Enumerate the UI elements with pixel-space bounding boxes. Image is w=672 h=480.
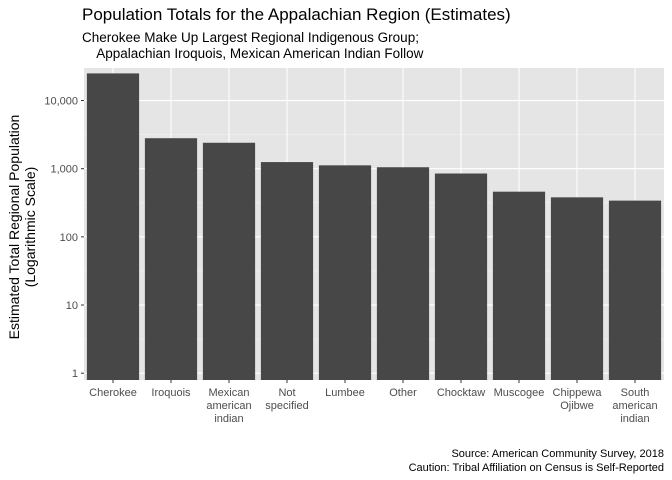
bar	[318, 165, 372, 380]
bar	[376, 167, 430, 380]
bar	[144, 138, 198, 380]
y-tick-label: 1,000	[50, 164, 78, 176]
y-tick-label: 1	[72, 368, 78, 380]
bar	[608, 200, 662, 380]
bar	[550, 197, 604, 380]
x-tick-label: Chocktaw	[437, 387, 485, 399]
x-axis: Cherokee Iroquois Mexican american indian Not…	[89, 380, 658, 425]
y-axis-title: Estimated Total Regional Population(Loga…	[6, 115, 38, 340]
bar	[202, 142, 256, 380]
chart-title: Population Totals for the Appalachian Re…	[82, 5, 511, 24]
chart-caption: Source: American Community Survey, 2018 …	[409, 447, 664, 475]
caption-caution: Caution: Tribal Affiliation on Census is…	[408, 462, 664, 474]
x-tick-label: Lumbee	[325, 387, 365, 399]
caption-source: Source: American Community Survey, 2018	[451, 448, 664, 460]
x-tick-label: Iroquois	[151, 387, 191, 399]
bar	[434, 173, 488, 380]
x-tick-label: Not specified	[265, 387, 308, 412]
x-tick-label: Chippewa Ojibwe	[553, 387, 603, 412]
bar	[86, 73, 140, 380]
x-tick-label: Muscogee	[494, 387, 545, 399]
y-tick-label: 10,000	[44, 96, 78, 108]
y-tick-label: 10	[66, 300, 78, 312]
x-tick-label: Other	[389, 387, 417, 399]
y-tick-label: 100	[60, 232, 78, 244]
x-tick-label: Mexican american indian	[206, 387, 251, 425]
y-axis: 1 10 100 1,000 10,000	[44, 96, 84, 380]
x-tick-label: Cherokee	[89, 387, 137, 399]
bar	[492, 191, 546, 380]
bars	[86, 73, 662, 380]
chart-subtitle: Cherokee Make Up Largest Regional Indige…	[82, 30, 424, 61]
x-tick-label: South american indian	[612, 387, 657, 425]
bar	[260, 162, 314, 380]
